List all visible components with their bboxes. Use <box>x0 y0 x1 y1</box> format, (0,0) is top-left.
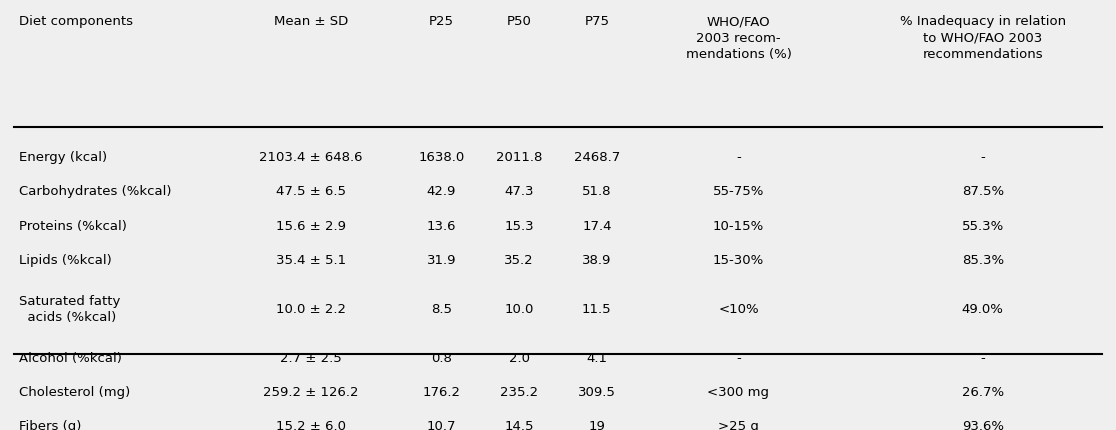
Text: 1638.0: 1638.0 <box>418 150 464 163</box>
Text: -: - <box>980 351 985 364</box>
Text: 8.5: 8.5 <box>431 302 452 315</box>
Text: 35.4 ± 5.1: 35.4 ± 5.1 <box>276 253 346 266</box>
Text: Energy (kcal): Energy (kcal) <box>19 150 107 163</box>
Text: 35.2: 35.2 <box>504 253 533 266</box>
Text: Saturated fatty
  acids (%kcal): Saturated fatty acids (%kcal) <box>19 294 121 323</box>
Text: 176.2: 176.2 <box>422 385 461 398</box>
Text: 15-30%: 15-30% <box>713 253 764 266</box>
Text: <300 mg: <300 mg <box>708 385 769 398</box>
Text: 10.0 ± 2.2: 10.0 ± 2.2 <box>276 302 346 315</box>
Text: P50: P50 <box>507 15 531 28</box>
Text: 42.9: 42.9 <box>426 185 456 198</box>
Text: 55.3%: 55.3% <box>962 219 1004 232</box>
Text: 2103.4 ± 648.6: 2103.4 ± 648.6 <box>259 150 363 163</box>
Text: 11.5: 11.5 <box>583 302 612 315</box>
Text: 4.1: 4.1 <box>586 351 607 364</box>
Text: 19: 19 <box>588 419 605 430</box>
Text: 14.5: 14.5 <box>504 419 533 430</box>
Text: 47.3: 47.3 <box>504 185 533 198</box>
Text: 2468.7: 2468.7 <box>574 150 620 163</box>
Text: 15.2 ± 6.0: 15.2 ± 6.0 <box>276 419 346 430</box>
Text: 2.7 ± 2.5: 2.7 ± 2.5 <box>280 351 341 364</box>
Text: Mean ± SD: Mean ± SD <box>273 15 348 28</box>
Text: 31.9: 31.9 <box>426 253 456 266</box>
Text: P25: P25 <box>429 15 454 28</box>
Text: 51.8: 51.8 <box>583 185 612 198</box>
Text: 235.2: 235.2 <box>500 385 538 398</box>
Text: 10.7: 10.7 <box>426 419 456 430</box>
Text: 38.9: 38.9 <box>583 253 612 266</box>
Text: 93.6%: 93.6% <box>962 419 1003 430</box>
Text: 10-15%: 10-15% <box>713 219 764 232</box>
Text: Proteins (%kcal): Proteins (%kcal) <box>19 219 127 232</box>
Text: P75: P75 <box>585 15 609 28</box>
Text: 17.4: 17.4 <box>583 219 612 232</box>
Text: 55-75%: 55-75% <box>713 185 764 198</box>
Text: % Inadequacy in relation
to WHO/FAO 2003
recommendations: % Inadequacy in relation to WHO/FAO 2003… <box>899 15 1066 61</box>
Text: 85.3%: 85.3% <box>962 253 1003 266</box>
Text: 259.2 ± 126.2: 259.2 ± 126.2 <box>263 385 358 398</box>
Text: >25 g: >25 g <box>718 419 759 430</box>
Text: Lipids (%kcal): Lipids (%kcal) <box>19 253 113 266</box>
Text: Fibers (g): Fibers (g) <box>19 419 81 430</box>
Text: 15.3: 15.3 <box>504 219 533 232</box>
Text: -: - <box>737 150 741 163</box>
Text: 47.5 ± 6.5: 47.5 ± 6.5 <box>276 185 346 198</box>
Text: -: - <box>980 150 985 163</box>
Text: 10.0: 10.0 <box>504 302 533 315</box>
Text: Carbohydrates (%kcal): Carbohydrates (%kcal) <box>19 185 172 198</box>
Text: Alcohol (%kcal): Alcohol (%kcal) <box>19 351 123 364</box>
Text: 15.6 ± 2.9: 15.6 ± 2.9 <box>276 219 346 232</box>
Text: 0.8: 0.8 <box>431 351 452 364</box>
Text: Cholesterol (mg): Cholesterol (mg) <box>19 385 131 398</box>
Text: -: - <box>737 351 741 364</box>
Text: 49.0%: 49.0% <box>962 302 1003 315</box>
Text: <10%: <10% <box>718 302 759 315</box>
Text: WHO/FAO
2003 recom-
mendations (%): WHO/FAO 2003 recom- mendations (%) <box>685 15 791 61</box>
Text: 87.5%: 87.5% <box>962 185 1003 198</box>
Text: 2011.8: 2011.8 <box>496 150 542 163</box>
Text: 309.5: 309.5 <box>578 385 616 398</box>
Text: 13.6: 13.6 <box>426 219 456 232</box>
Text: Diet components: Diet components <box>19 15 134 28</box>
Text: 26.7%: 26.7% <box>962 385 1003 398</box>
Text: 2.0: 2.0 <box>509 351 530 364</box>
